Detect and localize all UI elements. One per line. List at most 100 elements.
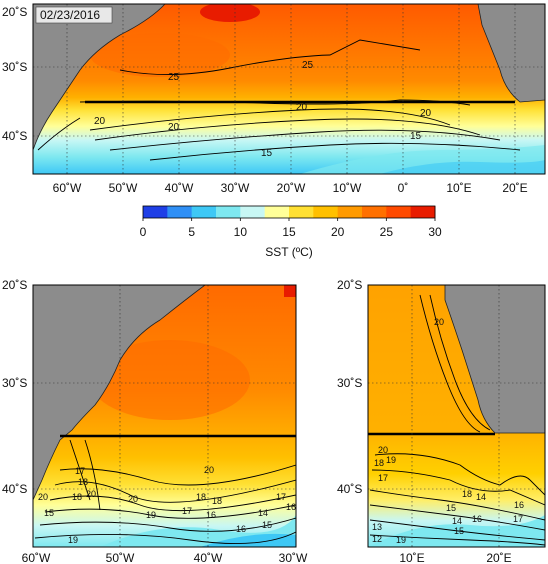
br-contour-label: 16 — [514, 500, 524, 510]
colorbar: 0 5 10 15 20 25 30 SST (ºC) — [140, 205, 442, 259]
br-contour-label: 13 — [372, 522, 382, 532]
bottom-left-south-america-land — [33, 285, 206, 501]
date-label: 02/23/2016 — [40, 8, 100, 22]
bl-contour-label: 20 — [86, 489, 96, 499]
br-contour-label: 15 — [454, 526, 464, 536]
top-map-lon-label: 30˚W — [221, 181, 250, 195]
br-contour-label: 18 — [374, 458, 384, 468]
colorbar-tick-label: 20 — [331, 225, 345, 239]
colorbar-swatch — [191, 206, 217, 218]
top-map-warm-core — [200, 4, 260, 22]
colorbar-tick-label: 15 — [282, 225, 296, 239]
bl-contour-label: 16 — [206, 510, 216, 520]
top-map-lon-label: 20˚E — [502, 181, 527, 195]
bl-contour-label: 20 — [38, 492, 48, 502]
colorbar-tick-label: 5 — [188, 225, 195, 239]
top-map: 02/23/2016 25 25 20 20 20 20 15 15 20˚S … — [2, 3, 546, 195]
colorbar-swatch — [313, 206, 339, 218]
top-map-lat-label: 40˚S — [2, 129, 27, 143]
bottom-left-lon-label: 30˚W — [279, 551, 308, 564]
bl-contour-label: 18 — [196, 492, 206, 502]
colorbar-swatch — [240, 206, 266, 218]
br-contour-label: 17 — [378, 473, 388, 483]
top-map-south-america-land — [33, 4, 166, 151]
bl-contour-label: 16 — [286, 502, 296, 512]
top-map-lon-label: 10˚E — [446, 181, 471, 195]
br-contour-label: 14 — [452, 516, 462, 526]
bottom-left-lat-label: 20˚S — [2, 278, 27, 292]
bottom-right-lat-label: 20˚S — [337, 278, 362, 292]
colorbar-swatch — [216, 206, 241, 218]
bl-contour-label: 14 — [258, 508, 268, 518]
bl-contour-label: 15 — [44, 508, 54, 518]
bl-contour-label: 18 — [78, 477, 88, 487]
bl-contour-label: 16 — [236, 524, 246, 534]
top-map-contour-label: 25 — [168, 72, 180, 83]
bottom-right-africa-land — [444, 285, 545, 434]
bl-contour-label: 18 — [72, 492, 82, 502]
colorbar-tick-label: 0 — [140, 225, 147, 239]
bottom-right-contours — [369, 294, 545, 546]
colorbar-swatch — [362, 206, 387, 218]
top-map-frame — [32, 3, 546, 175]
bottom-left-lat-label: 40˚S — [2, 482, 27, 496]
bottom-right-lon-label: 10˚E — [399, 551, 424, 564]
colorbar-swatches — [143, 206, 436, 218]
top-map-contour-label: 20 — [168, 122, 180, 133]
bottom-right-grid — [368, 285, 545, 547]
top-map-contour-label: 15 — [261, 148, 273, 159]
br-contour-label: 15 — [446, 503, 456, 513]
colorbar-swatch — [410, 206, 436, 218]
br-contour-label: 19 — [396, 535, 406, 545]
colorbar-swatch — [337, 206, 363, 218]
br-contour-label: 16 — [472, 514, 482, 524]
bottom-right-lat-label: 40˚S — [337, 482, 362, 496]
bl-contour-label: 17 — [182, 506, 192, 516]
br-contour-label: 19 — [386, 455, 396, 465]
bottom-left-lat-label: 30˚S — [2, 376, 27, 390]
br-contour-label: 12 — [372, 534, 382, 544]
colorbar-swatch — [143, 206, 168, 218]
bl-contour-label: 15 — [262, 520, 272, 530]
br-contour-label: 18 — [462, 489, 472, 499]
bottom-right-frame — [367, 284, 546, 548]
top-map-contour-label: 25 — [302, 60, 314, 71]
colorbar-tick-label: 10 — [234, 225, 248, 239]
br-contour-label: 20 — [434, 317, 444, 327]
top-map-lat-label: 30˚S — [2, 60, 27, 74]
bottom-right-map: 20 20 18 19 17 18 16 15 14 15 16 17 19 1… — [337, 278, 546, 564]
bottom-right-lon-label: 20˚E — [486, 551, 511, 564]
top-map-lon-label: 50˚W — [109, 181, 138, 195]
colorbar-swatch — [264, 206, 290, 218]
bl-contour-label: 20 — [128, 494, 138, 504]
bottom-left-contours — [34, 439, 296, 545]
top-map-grid — [33, 4, 545, 174]
bottom-right-lat-label: 30˚S — [337, 376, 362, 390]
bl-contour-label: 17 — [276, 492, 286, 502]
bl-contour-label: 20 — [204, 465, 214, 475]
top-map-contours — [37, 39, 521, 161]
colorbar-tick-label: 25 — [380, 225, 394, 239]
top-map-contour-label: 20 — [296, 102, 308, 113]
bl-contour-label: 19 — [68, 535, 78, 545]
top-map-lon-label: 0˚ — [398, 181, 409, 195]
bl-contour-label: 19 — [146, 510, 156, 520]
colorbar-swatch — [167, 206, 193, 218]
colorbar-tick-label: 30 — [428, 225, 442, 239]
bottom-left-map: 20 17 18 18 20 15 20 19 18 17 16 16 16 1… — [2, 278, 308, 564]
bottom-left-lon-label: 60˚W — [22, 551, 51, 564]
bottom-left-lon-label: 40˚W — [194, 551, 223, 564]
colorbar-title: SST (ºC) — [265, 245, 313, 259]
top-map-contour-label: 15 — [410, 131, 422, 142]
br-contour-label: 17 — [513, 514, 523, 524]
top-map-lon-label: 10˚W — [333, 181, 362, 195]
colorbar-swatch — [386, 206, 412, 218]
top-map-africa-land — [477, 4, 545, 103]
br-contour-label: 20 — [378, 445, 388, 455]
top-map-lon-label: 20˚W — [277, 181, 306, 195]
top-map-lat-label: 20˚S — [2, 5, 27, 19]
bottom-left-lon-label: 50˚W — [106, 551, 135, 564]
top-map-contour-label: 20 — [420, 108, 432, 119]
bl-contour-label: 17 — [75, 466, 85, 476]
colorbar-ticks: 0 5 10 15 20 25 30 — [140, 218, 442, 239]
